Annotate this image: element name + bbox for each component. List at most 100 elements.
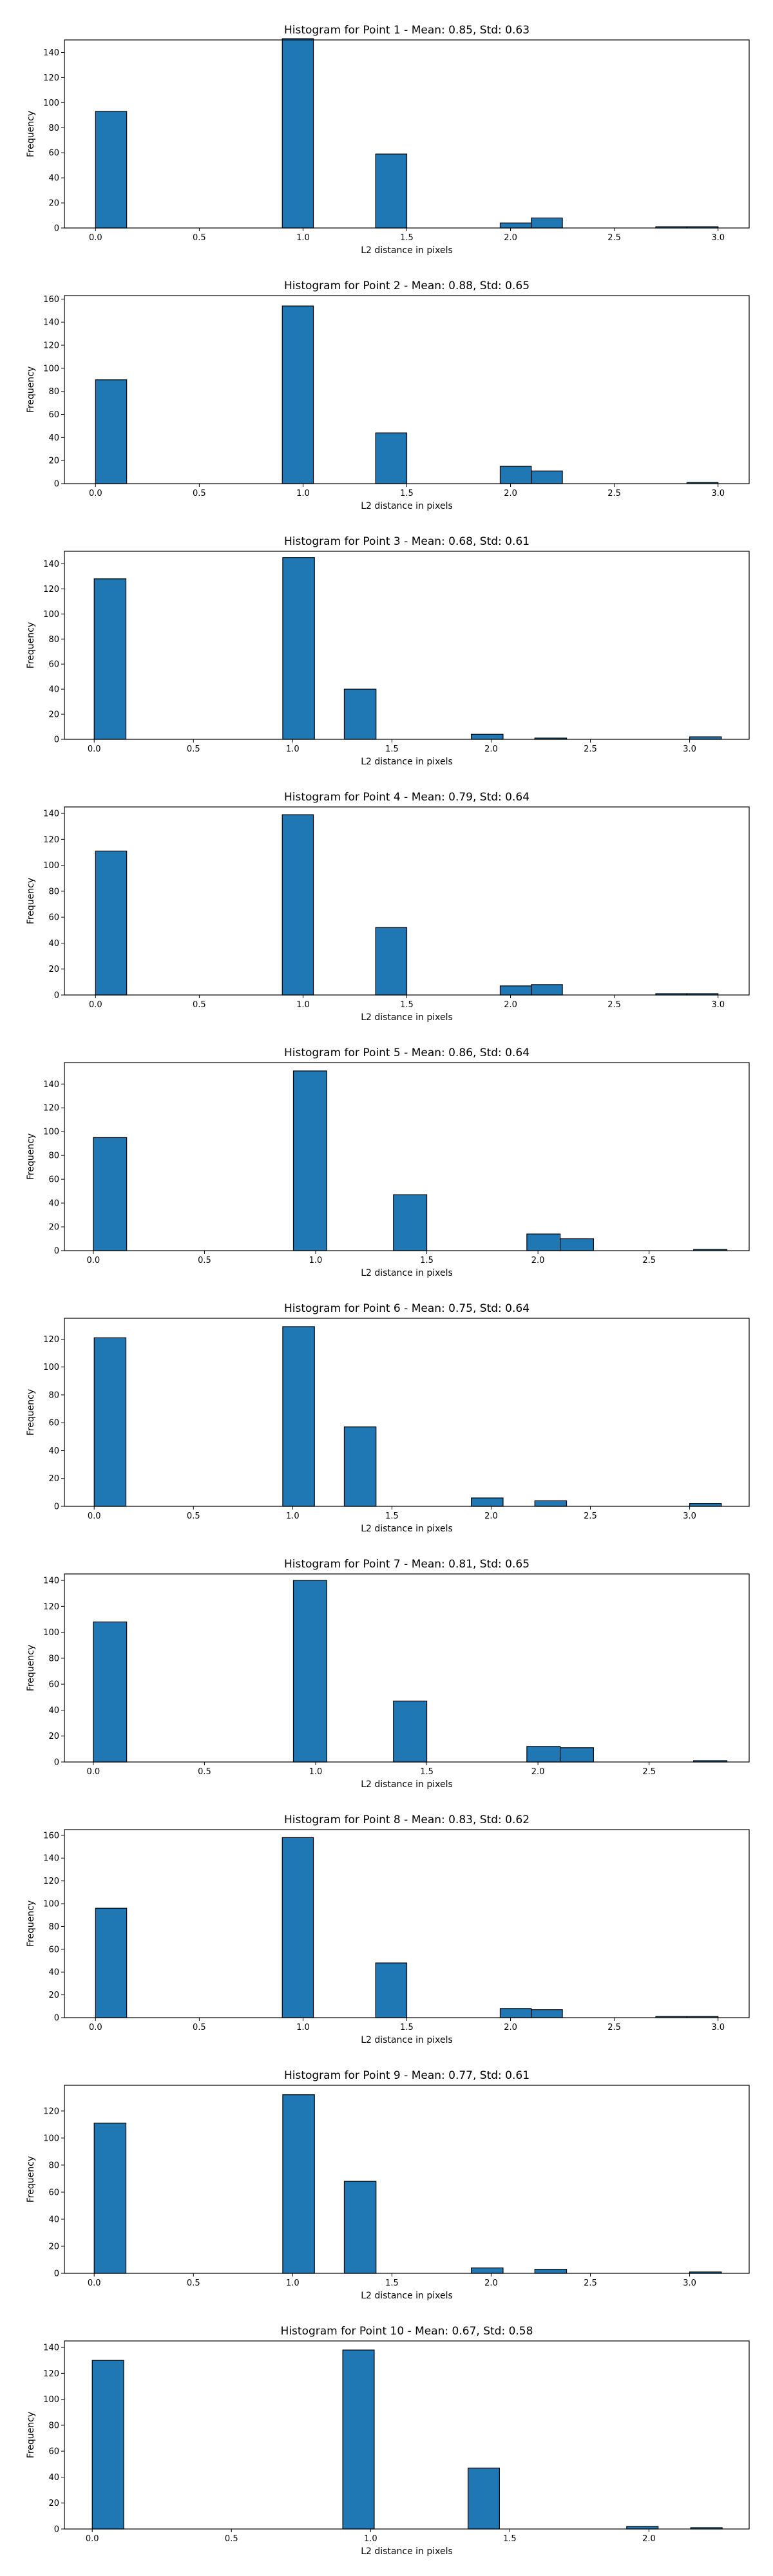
histogram-bar: [626, 2526, 659, 2530]
x-tick-label: 2.0: [484, 1511, 498, 1521]
x-tick-label: 2.0: [504, 489, 517, 498]
x-tick-label: 0.0: [89, 233, 102, 243]
y-axis-label: Frequency: [26, 1900, 36, 1947]
x-tick-label: 1.5: [385, 2278, 399, 2288]
y-tick-label: 40: [48, 685, 59, 695]
axes-frame: [64, 1573, 750, 1763]
histogram-bar: [375, 927, 408, 996]
histogram-bar: [560, 1747, 595, 1763]
y-tick-label: 120: [43, 2369, 59, 2379]
x-axis-label: L2 distance in pixels: [361, 1779, 453, 1790]
x-tick-label: 1.5: [400, 1000, 414, 1010]
histogram-bar: [282, 1326, 315, 1507]
x-tick-label: 2.0: [484, 744, 498, 754]
x-axis-label: L2 distance in pixels: [361, 757, 453, 767]
histogram-bar: [343, 2181, 377, 2274]
x-tick-label: 0.5: [193, 1000, 206, 1010]
y-tick-label: 100: [43, 1628, 59, 1638]
y-tick-label: 120: [43, 1335, 59, 1345]
x-tick-label: 0.5: [225, 2534, 238, 2544]
histogram-bar: [282, 2094, 315, 2274]
x-tick-label: 1.5: [503, 2534, 517, 2544]
x-tick-label: 0.0: [86, 2534, 99, 2544]
y-tick-label: 100: [43, 364, 59, 374]
histogram-bar: [471, 734, 504, 740]
y-tick-label: 60: [48, 1175, 59, 1185]
y-axis-label: Frequency: [26, 1133, 36, 1180]
y-tick-label: 60: [48, 1945, 59, 1955]
x-tick-label: 2.0: [642, 2534, 656, 2544]
histogram-bar: [91, 2360, 124, 2530]
histogram-bar: [467, 2467, 500, 2530]
x-tick-label: 1.5: [400, 489, 414, 498]
x-tick-label: 1.5: [400, 233, 414, 243]
y-tick-label: 60: [48, 913, 59, 923]
y-tick-label: 0: [54, 2269, 59, 2279]
y-tick-label: 100: [43, 2395, 59, 2405]
x-axis-label: L2 distance in pixels: [361, 501, 453, 511]
y-tick-label: 20: [48, 1991, 59, 2000]
chart-title: Histogram for Point 10 - Mean: 0.67, Std…: [281, 2325, 533, 2338]
histogram-bar: [499, 2008, 532, 2018]
y-tick-label: 20: [48, 1732, 59, 1741]
x-tick-label: 2.0: [531, 1256, 545, 1265]
x-tick-label: 0.5: [187, 1511, 200, 1521]
x-tick-label: 1.0: [296, 1000, 310, 1010]
y-axis-label: Frequency: [26, 1389, 36, 1435]
y-tick-label: 100: [43, 2134, 59, 2143]
x-tick-label: 1.5: [385, 1511, 399, 1521]
y-tick-label: 80: [48, 1922, 59, 1932]
histogram-bar: [375, 432, 408, 484]
y-tick-label: 120: [43, 73, 59, 83]
y-tick-label: 20: [48, 2242, 59, 2251]
y-axis-label: Frequency: [26, 2156, 36, 2202]
histogram-bar: [95, 379, 128, 484]
x-tick-label: 0.5: [187, 2278, 200, 2288]
x-tick-label: 0.0: [88, 1511, 101, 1521]
chart-title: Histogram for Point 3 - Mean: 0.68, Std:…: [284, 535, 530, 548]
histogram-panel: Histogram for Point 3 - Mean: 0.68, Std:…: [26, 535, 750, 767]
y-tick-label: 60: [48, 2447, 59, 2457]
histogram-bar: [292, 1580, 327, 1763]
histogram-bar: [93, 1337, 127, 1507]
y-tick-label: 40: [48, 174, 59, 184]
x-tick-label: 2.5: [607, 1000, 621, 1010]
axes-frame: [64, 1062, 750, 1251]
y-tick-label: 20: [48, 1223, 59, 1233]
histogram-bar: [343, 688, 377, 740]
x-tick-label: 2.5: [584, 1511, 597, 1521]
histogram-bar: [375, 1962, 408, 2018]
histogram-bar: [689, 1503, 722, 1507]
histogram-bar: [343, 1426, 377, 1507]
y-tick-label: 20: [48, 710, 59, 720]
histogram-bar: [95, 1908, 128, 2018]
y-tick-label: 120: [43, 1877, 59, 1886]
histogram-bar: [282, 1837, 314, 2018]
y-tick-label: 20: [48, 965, 59, 974]
y-tick-label: 140: [43, 810, 59, 819]
x-axis-label: L2 distance in pixels: [361, 2546, 453, 2557]
chart-title: Histogram for Point 2 - Mean: 0.88, Std:…: [284, 279, 530, 292]
y-tick-label: 40: [48, 1968, 59, 1978]
x-tick-label: 2.5: [642, 1767, 656, 1777]
histogram-panel: Histogram for Point 8 - Mean: 0.83, Std:…: [26, 1814, 750, 2045]
y-tick-label: 60: [48, 1419, 59, 1428]
y-tick-label: 0: [54, 2014, 59, 2023]
x-tick-label: 1.0: [309, 1767, 323, 1777]
axes-frame: [64, 551, 750, 740]
histogram-panel: Histogram for Point 7 - Mean: 0.81, Std:…: [26, 1558, 750, 1790]
histogram-bar: [534, 2269, 568, 2274]
y-tick-label: 60: [48, 149, 59, 158]
histogram-bar: [393, 1194, 428, 1251]
histogram-panel: Histogram for Point 9 - Mean: 0.77, Std:…: [26, 2069, 750, 2301]
histogram-panel: Histogram for Point 4 - Mean: 0.79, Std:…: [26, 791, 750, 1023]
x-tick-label: 2.0: [504, 2023, 517, 2032]
y-tick-label: 100: [43, 1900, 59, 1909]
histogram-bar: [534, 1500, 568, 1507]
y-axis-label: Frequency: [26, 622, 36, 668]
histogram-bar: [93, 1621, 128, 1763]
y-tick-label: 80: [48, 124, 59, 133]
y-tick-label: 0: [54, 1247, 59, 1256]
y-tick-label: 80: [48, 1151, 59, 1161]
x-tick-label: 1.5: [420, 1256, 434, 1265]
